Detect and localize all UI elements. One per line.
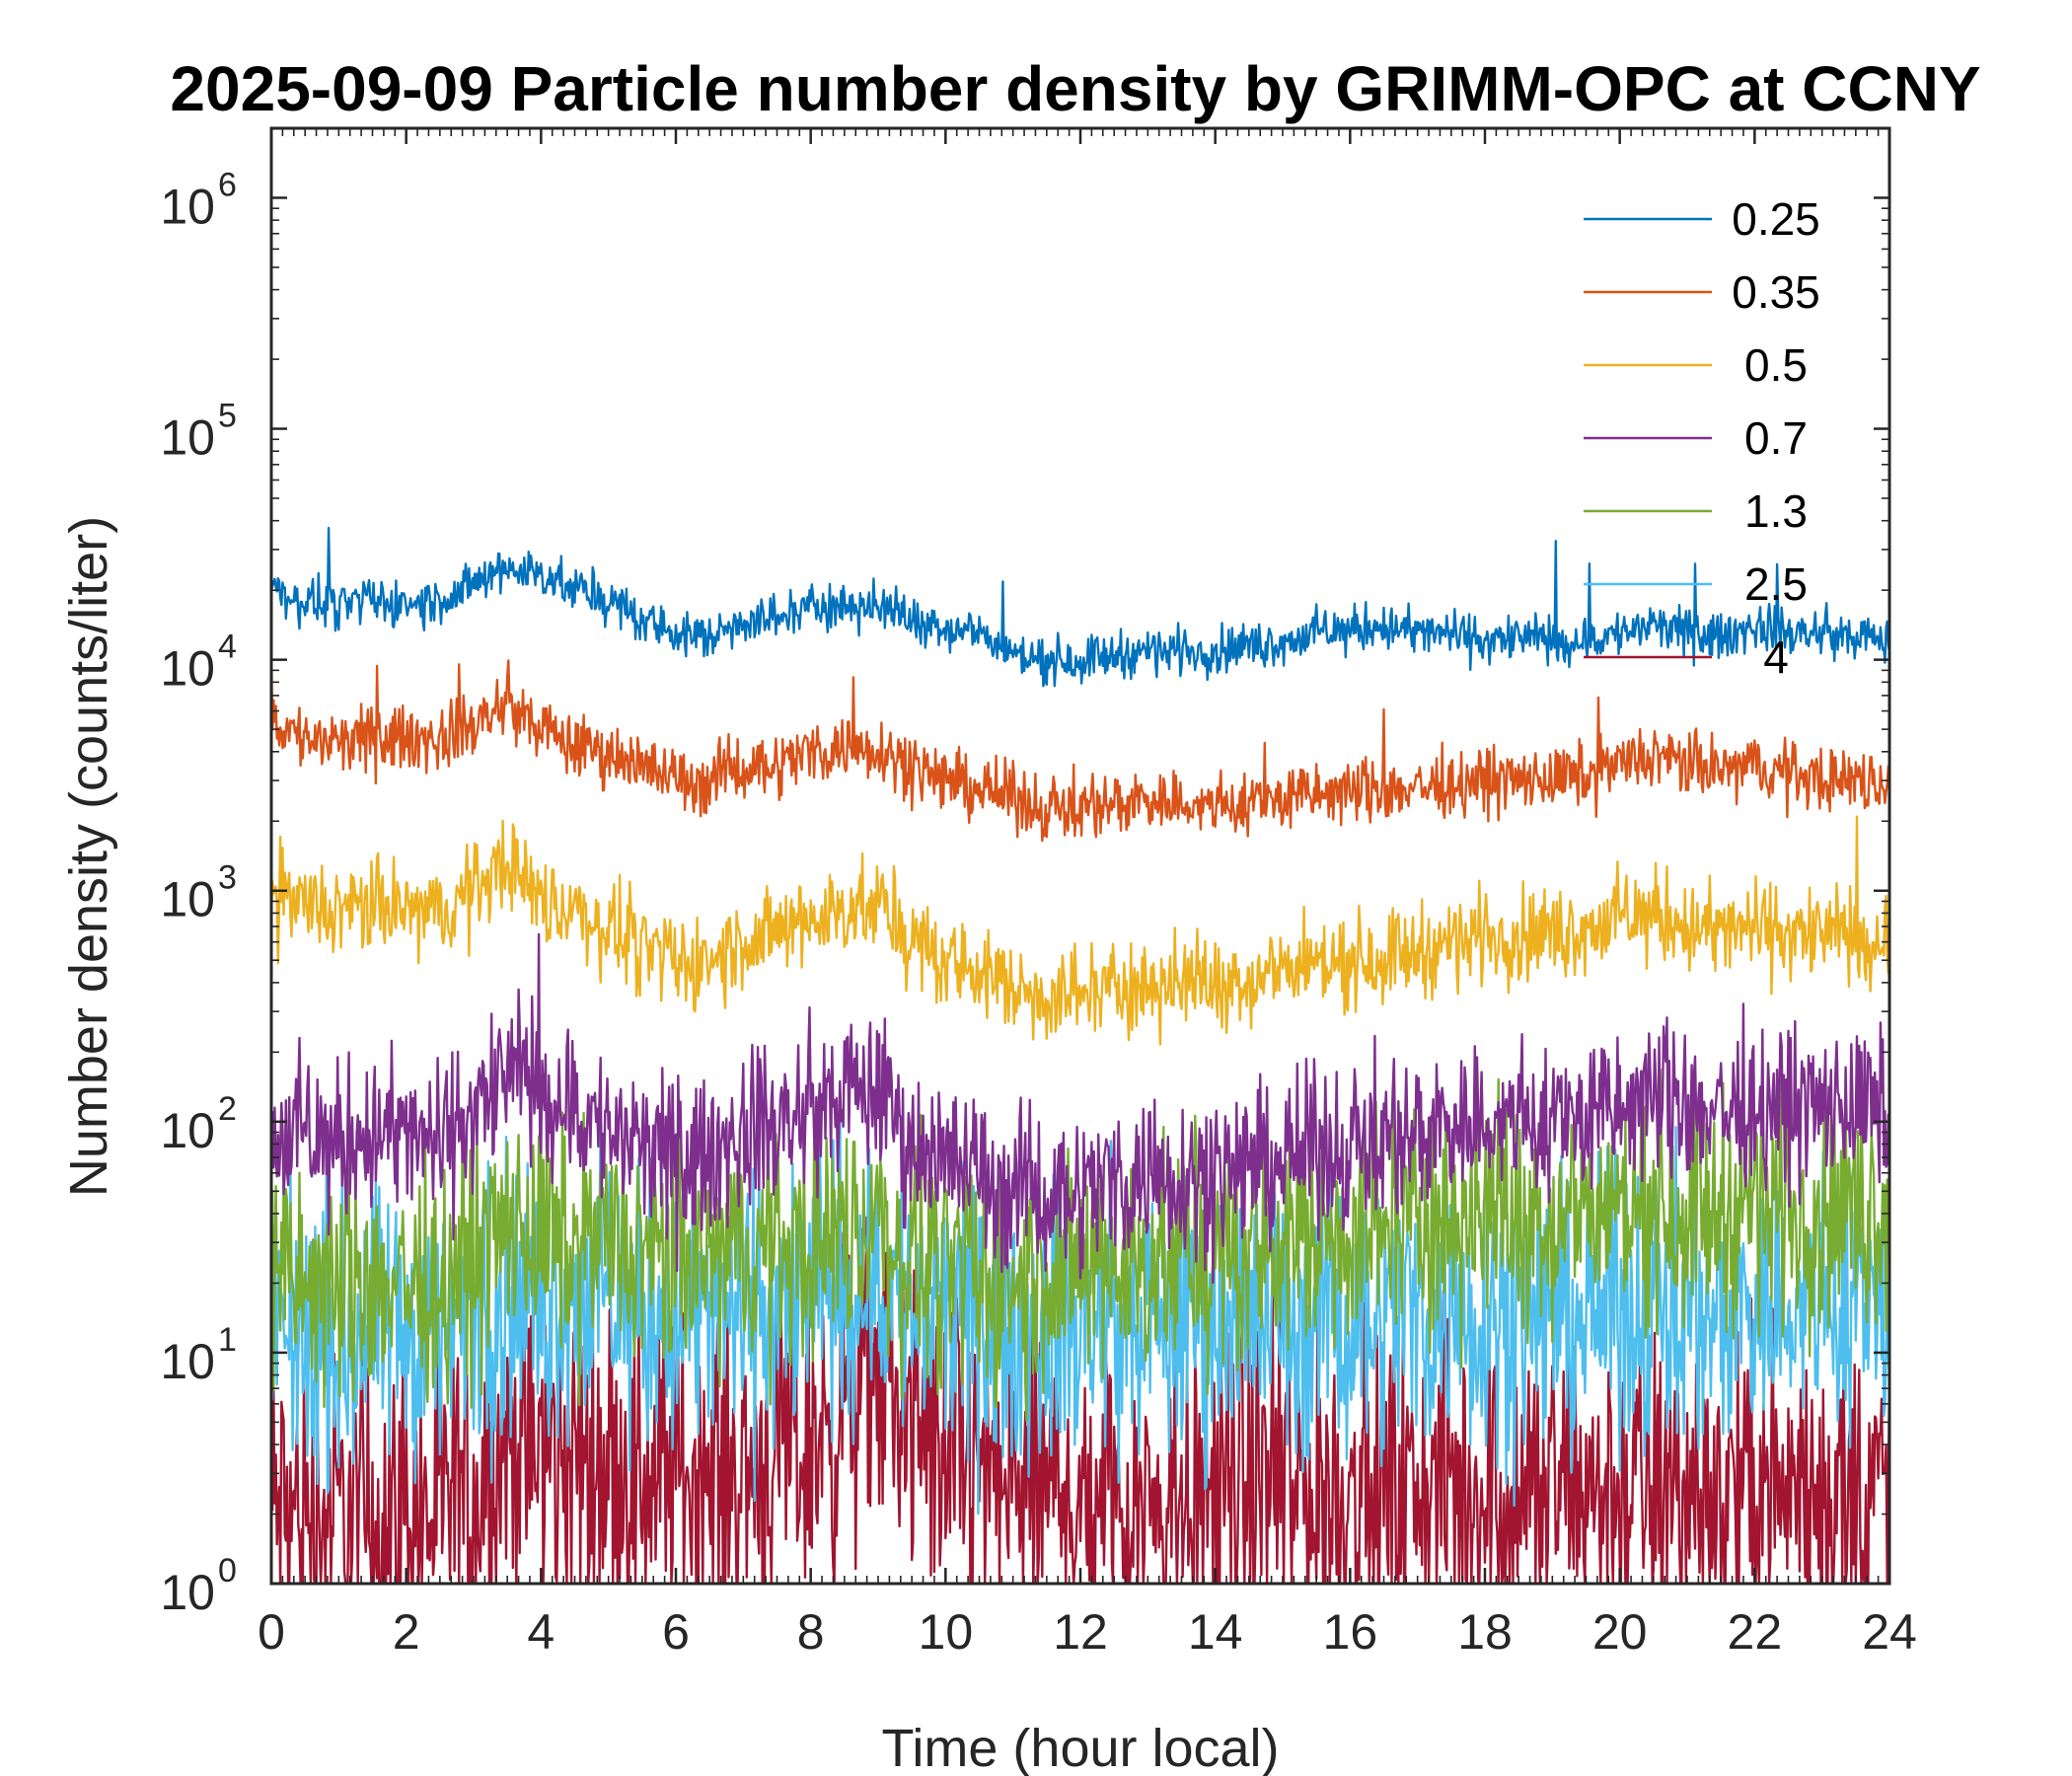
y-tick-label: 10 (160, 410, 215, 466)
legend-label: 4 (1763, 631, 1789, 683)
legend-label: 2.5 (1744, 558, 1808, 610)
series-line-2_5 (269, 1083, 1891, 1516)
y-tick-exponent: 2 (218, 1090, 237, 1128)
legend-label: 0.25 (1732, 193, 1820, 245)
x-tick-label: 8 (797, 1604, 825, 1660)
x-tick-label: 0 (258, 1604, 285, 1660)
x-tick-label: 12 (1053, 1604, 1108, 1660)
y-tick-exponent: 6 (218, 166, 237, 203)
y-tick-exponent: 5 (218, 398, 237, 435)
series-line-0_25 (269, 526, 1891, 688)
plot-area (269, 526, 1891, 1586)
x-tick-label: 14 (1188, 1604, 1243, 1660)
y-tick-label: 10 (160, 1565, 215, 1620)
x-tick-label: 6 (662, 1604, 690, 1660)
x-tick-labels: 0 2 4 6 8 10 12 14 16 18 20 22 24 (258, 1604, 1917, 1660)
series-line-4 (269, 1216, 1891, 1586)
x-axis-label: Time (hour local) (881, 1719, 1279, 1776)
legend: 0.25 0.35 0.5 0.7 1.3 2.5 4 (1584, 193, 1820, 683)
chart-title: 2025-09-09 Particle number density by GR… (170, 53, 1980, 124)
legend-label: 0.5 (1744, 339, 1808, 391)
y-tick-exponent: 0 (218, 1552, 237, 1590)
y-tick-label: 10 (160, 872, 215, 927)
y-axis-label: Number density (counts/liter) (59, 516, 118, 1197)
x-tick-label: 4 (527, 1604, 555, 1660)
y-tick-label: 10 (160, 179, 215, 234)
series-line-0_7 (269, 932, 1891, 1285)
x-tick-label: 24 (1862, 1604, 1917, 1660)
y-tick-label: 10 (160, 1334, 215, 1389)
y-tick-exponent: 3 (218, 859, 237, 897)
x-tick-label: 10 (919, 1604, 974, 1660)
x-tick-label: 22 (1728, 1604, 1783, 1660)
y-tick-label: 10 (160, 1103, 215, 1158)
y-tick-exponent: 1 (218, 1321, 237, 1359)
x-tick-label: 18 (1457, 1604, 1513, 1660)
y-tick-label: 10 (160, 641, 215, 697)
series-line-0_35 (269, 643, 1891, 843)
series-line-0_5 (269, 815, 1891, 1046)
legend-label: 0.7 (1744, 412, 1808, 464)
y-tick-exponent: 4 (218, 629, 237, 666)
x-tick-label: 16 (1323, 1604, 1378, 1660)
legend-label: 1.3 (1744, 485, 1808, 537)
axis-ticks (269, 127, 1891, 1586)
legend-label: 0.35 (1732, 266, 1820, 318)
x-tick-label: 2 (393, 1604, 420, 1660)
x-tick-label: 20 (1592, 1604, 1648, 1660)
